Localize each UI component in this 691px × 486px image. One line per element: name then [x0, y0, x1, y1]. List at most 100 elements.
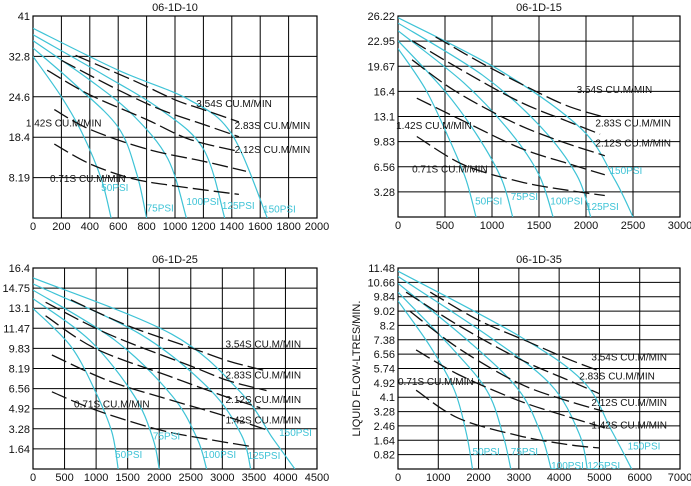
flow-curve-3.54S CU.M/MIN [70, 299, 267, 372]
flow-label: 1.42S CU.M/MIN [591, 421, 667, 432]
x-tick-label: 2000 [147, 472, 171, 484]
x-tick-label: 2000 [466, 472, 490, 484]
psi-label: 75PSI [153, 432, 180, 443]
psi-label: 100PSI [550, 197, 583, 208]
x-tick-label: 3000 [507, 472, 531, 484]
flow-label: 0.71S CU.M/MIN [50, 174, 126, 185]
flow-label: 2.83S CU.M/MIN [225, 370, 301, 381]
x-tick-label: 1000 [426, 472, 450, 484]
flow-curve-1.42S CU.M/MIN [415, 349, 608, 430]
psi-label: 50PSI [473, 447, 500, 458]
x-tick-label: 600 [109, 221, 127, 233]
flow-label: 3.54S CU.M/MIN [196, 99, 272, 110]
y-tick-label: 3.28 [9, 424, 30, 436]
x-tick-label: 2500 [179, 472, 203, 484]
x-tick-label: 3500 [242, 472, 266, 484]
chart-06-1D-25: 06-1D-25 0 500 1000 1500 2000 2500 3000 3500 4000… [2, 254, 329, 484]
y-tick-label: 3.28 [374, 407, 395, 419]
y-tick-label: 24.6 [9, 92, 30, 104]
psi-label: 100PSI [551, 461, 584, 472]
flow-curve-0.71S CU.M/MIN [416, 135, 605, 197]
flow-label: 0.71S CU.M/MIN [74, 400, 150, 411]
x-tick-label: 1000 [84, 472, 108, 484]
psi-label: 50PSI [475, 197, 502, 208]
psi-curve-75PSI [33, 47, 148, 218]
y-tick-label: 4.92 [374, 378, 395, 390]
flow-label: 2.83S CU.M/MIN [235, 121, 311, 132]
psi-curve-150PSI [33, 277, 296, 469]
y-tick-label: 7.38 [374, 335, 395, 347]
y-tick-label: 8.19 [9, 173, 30, 185]
psi-label: 50PSI [115, 450, 142, 461]
plot-frame [32, 267, 318, 470]
y-tick-label: 0.82 [374, 450, 395, 462]
plot-frame [32, 15, 318, 219]
x-tick-label: 0 [30, 221, 36, 233]
psi-curve-75PSI [33, 298, 160, 469]
flow-label: 2.83S CU.M/MIN [595, 119, 671, 130]
psi-curve-100PSI [398, 282, 552, 469]
psi-curve-50PSI [33, 307, 119, 469]
y-tick-label: 6.56 [374, 349, 395, 361]
psi-curve-75PSI [398, 40, 514, 217]
flow-curve-2.12S CU.M/MIN [45, 315, 261, 409]
flow-label: 1.42S CU.M/MIN [396, 121, 472, 132]
x-tick-label: 1600 [248, 221, 272, 233]
x-tick-label: 2000 [574, 220, 598, 232]
psi-label: 150PSI [610, 166, 643, 177]
chart-06-1D-15: 06-1D-15 0 500 1000 1500 2000 2500 3000 3.28 6.56… [367, 2, 691, 232]
y-tick-label: 5.74 [374, 364, 395, 376]
flow-curve-2.12S CU.M/MIN [411, 59, 606, 157]
psi-curve-50PSI [33, 56, 112, 218]
x-tick-label: 4000 [273, 472, 297, 484]
y-tick-label: 9.83 [9, 343, 30, 355]
x-tick-label: 0 [30, 472, 36, 484]
flow-curve-0.71S CU.M/MIN [415, 389, 600, 449]
y-axis-label: LIQUID FLOW-LTRES/MIN. [351, 301, 363, 437]
x-tick-label: 5000 [587, 472, 611, 484]
flow-curve-3.54S CU.M/MIN [429, 291, 600, 372]
psi-curve-50PSI [398, 300, 474, 469]
flow-label: 3.54S CU.M/MIN [591, 352, 667, 363]
y-tick-label: 4.1 [380, 392, 395, 404]
y-tick-label: 19.67 [367, 61, 395, 73]
flow-curve-2.83S CU.M/MIN [45, 301, 267, 392]
y-tick-label: 9.02 [374, 306, 395, 318]
flow-label: 1.42S CU.M/MIN [26, 118, 102, 129]
psi-label: 150PSI [263, 205, 296, 216]
y-tick-label: 22.95 [367, 36, 395, 48]
flow-label: 2.12S CU.M/MIN [591, 398, 667, 409]
y-tick-label: 26.22 [367, 11, 395, 23]
psi-label: 100PSI [186, 197, 219, 208]
psi-label: 125PSI [587, 461, 620, 472]
chart-title: 06-1D-35 [516, 254, 562, 266]
y-tick-label: 9.83 [374, 137, 395, 149]
flow-curve-3.54S CU.M/MIN [435, 36, 605, 118]
psi-curve-50PSI [398, 48, 477, 217]
y-tick-label: 10.66 [367, 277, 395, 289]
psi-curve-100PSI [33, 40, 187, 218]
flow-curve-1.42S CU.M/MIN [416, 97, 605, 176]
x-tick-label: 4500 [305, 472, 329, 484]
y-tick-label: 41 [18, 11, 30, 23]
y-tick-label: 6.56 [374, 162, 395, 174]
x-tick-label: 7000 [668, 472, 691, 484]
y-tick-label: 9.84 [374, 292, 395, 304]
x-tick-label: 3000 [210, 472, 234, 484]
y-tick-label: 14.75 [2, 283, 30, 295]
y-tick-label: 1.64 [374, 435, 395, 447]
x-tick-label: 2000 [305, 221, 329, 233]
y-tick-label: 1.64 [9, 444, 30, 456]
y-tick-label: 16.4 [9, 263, 30, 275]
flow-label: 0.71S CU.M/MIN [398, 377, 474, 388]
x-tick-label: 200 [52, 221, 70, 233]
y-tick-label: 8.2 [380, 320, 395, 332]
psi-curve-150PSI [33, 27, 268, 218]
x-tick-label: 6000 [627, 472, 651, 484]
x-tick-label: 0 [395, 220, 401, 232]
flow-curve-1.42S CU.M/MIN [53, 109, 247, 172]
psi-curve-100PSI [398, 30, 554, 217]
x-tick-label: 2500 [621, 220, 645, 232]
psi-curve-125PSI [398, 22, 592, 217]
flow-label: 2.83S CU.M/MIN [579, 372, 655, 383]
